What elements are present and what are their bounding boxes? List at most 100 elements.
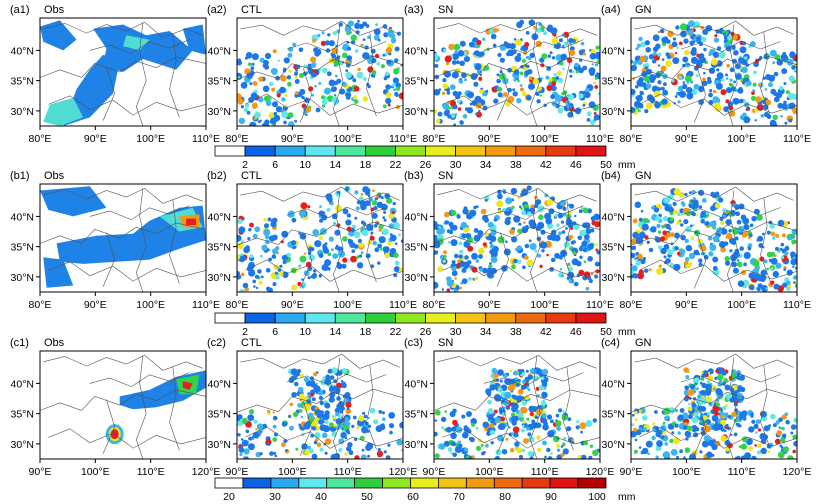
model-precip-cell: [292, 42, 297, 47]
model-precip-cell: [282, 260, 287, 265]
model-precip-cell: [457, 50, 465, 57]
model-precip-cell: [338, 448, 343, 452]
obs-precip-area: [40, 186, 107, 217]
model-precip-cell: [698, 205, 703, 209]
model-precip-cell: [248, 436, 253, 441]
model-precip-cell: [258, 76, 264, 82]
model-precip-cell: [697, 394, 702, 400]
lon-tick-label: 90°E: [478, 133, 501, 145]
model-precip-cell: [657, 64, 661, 67]
model-precip-cell: [301, 278, 304, 281]
model-precip-cell: [730, 433, 733, 437]
model-precip-cell: [439, 234, 443, 238]
province-border: [366, 198, 377, 283]
model-precip-cell: [679, 219, 682, 223]
model-precip-cell: [346, 55, 353, 61]
model-precip-cell: [438, 227, 446, 235]
model-precip-cell: [451, 265, 457, 272]
lat-tick-label: 40°N: [602, 378, 625, 390]
model-precip-cell: [305, 106, 312, 113]
province-border: [726, 190, 738, 292]
model-precip-cell: [383, 218, 387, 222]
model-precip-cell: [633, 410, 638, 415]
model-precip-cell: [702, 29, 709, 35]
model-precip-cell: [461, 233, 467, 239]
model-precip-cell: [307, 66, 312, 72]
model-precip-cell: [355, 206, 360, 211]
panel-name: Obs: [44, 337, 65, 349]
model-precip-cell: [327, 196, 333, 203]
model-precip-cell: [353, 231, 361, 239]
model-precip-cell: [288, 69, 292, 73]
model-precip-cell: [464, 447, 468, 452]
model-precip-cell: [459, 120, 464, 125]
model-precip-cell: [677, 91, 682, 96]
model-precip-cell: [744, 102, 750, 108]
lon-tick-label: 110°E: [728, 466, 756, 478]
model-precip-cell: [521, 428, 525, 433]
model-precip-cell: [739, 385, 742, 388]
model-precip-cell: [548, 77, 553, 82]
model-precip-cell: [590, 48, 596, 55]
model-precip-cell: [713, 102, 721, 110]
model-precip-cell: [660, 247, 667, 255]
model-precip-cell: [482, 69, 486, 72]
model-precip-cell: [492, 43, 497, 48]
model-precip-cell: [333, 80, 339, 86]
model-precip-cell: [578, 455, 582, 459]
model-precip-cell: [477, 51, 484, 58]
model-precip-cell: [297, 281, 302, 287]
panel-label: (b3): [404, 170, 424, 182]
model-precip-cell: [672, 209, 679, 215]
model-precip-cell: [770, 257, 778, 265]
lat-tick-label: 30°N: [208, 439, 231, 451]
model-precip-cell: [683, 456, 686, 459]
model-precip-cell: [399, 267, 403, 272]
colorbar-swatch: [214, 477, 244, 489]
model-precip-cell: [703, 425, 711, 433]
province-border: [169, 199, 180, 284]
model-precip-cell: [436, 118, 441, 124]
model-precip-cell: [685, 226, 692, 233]
lat-tick-label: 40°N: [11, 45, 34, 57]
model-precip-cell: [446, 426, 452, 433]
model-precip-cell: [524, 42, 530, 47]
model-precip-cell: [294, 79, 300, 84]
model-precip-cell: [528, 374, 534, 380]
model-precip-cell: [763, 259, 768, 264]
model-precip-cell: [246, 110, 251, 115]
model-precip-cell: [374, 247, 380, 253]
model-precip-cell: [360, 454, 367, 459]
model-precip-cell: [773, 283, 780, 290]
lon-tick-label: 110°E: [137, 466, 165, 478]
model-precip-cell: [728, 105, 734, 111]
model-precip-cell: [303, 376, 310, 383]
model-precip-cell: [705, 25, 713, 32]
model-precip-cell: [243, 448, 250, 455]
model-precip-cell: [687, 389, 695, 396]
model-precip-cell: [686, 211, 691, 217]
model-precip-cell: [400, 448, 403, 452]
model-precip-cell: [633, 449, 638, 454]
model-precip-cell: [756, 239, 759, 242]
lon-tick-label: 90°E: [423, 466, 446, 478]
model-precip-cell: [383, 32, 389, 38]
province-border: [483, 205, 584, 220]
model-precip-cell: [762, 76, 766, 80]
model-precip-cell: [563, 436, 567, 441]
model-precip-cell: [467, 245, 474, 252]
model-precip-cell: [249, 222, 254, 228]
model-precip-cell: [712, 51, 720, 58]
model-precip-cell: [467, 91, 475, 99]
model-precip-cell: [324, 402, 331, 409]
model-precip-cell: [274, 272, 278, 275]
province-border: [437, 21, 597, 38]
model-precip-cell: [245, 245, 250, 250]
model-precip-cell: [321, 432, 328, 439]
model-precip-cell: [537, 253, 542, 258]
model-precip-cell: [493, 372, 499, 379]
model-precip-cell: [267, 409, 271, 414]
model-precip-cell: [368, 197, 373, 202]
province-border: [434, 389, 600, 411]
